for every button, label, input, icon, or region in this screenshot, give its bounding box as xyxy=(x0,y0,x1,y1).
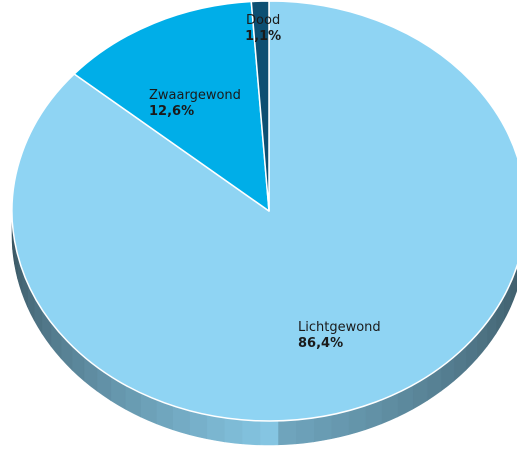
slice-value-dood: 1,1% xyxy=(245,29,281,44)
slice-lichtgewond xyxy=(11,0,517,422)
slice-side-lichtgewond xyxy=(241,419,261,446)
slice-dood xyxy=(250,0,270,212)
slice-side-lichtgewond xyxy=(224,417,243,445)
pie-top-layer xyxy=(11,0,517,422)
slice-value-zwaargewond: 12,6% xyxy=(149,104,194,119)
pie-side-layer xyxy=(11,210,517,446)
slice-label-zwaargewond: Zwaargewond xyxy=(149,88,241,103)
slice-value-lichtgewond: 86,4% xyxy=(298,336,343,351)
slice-side-lichtgewond xyxy=(259,420,279,446)
slice-side-lichtgewond xyxy=(206,414,225,443)
slice-side-lichtgewond xyxy=(313,414,332,443)
slice-label-dood: Dood xyxy=(246,13,280,28)
slice-side-lichtgewond xyxy=(295,417,314,445)
slice-label-lichtgewond: Lichtgewond xyxy=(298,320,381,335)
slice-zwaargewond xyxy=(73,0,270,212)
slice-side-lichtgewond xyxy=(277,419,297,446)
pie-label-layer: Dood 1,1% Zwaargewond 12,6% Lichtgewond … xyxy=(149,13,381,351)
